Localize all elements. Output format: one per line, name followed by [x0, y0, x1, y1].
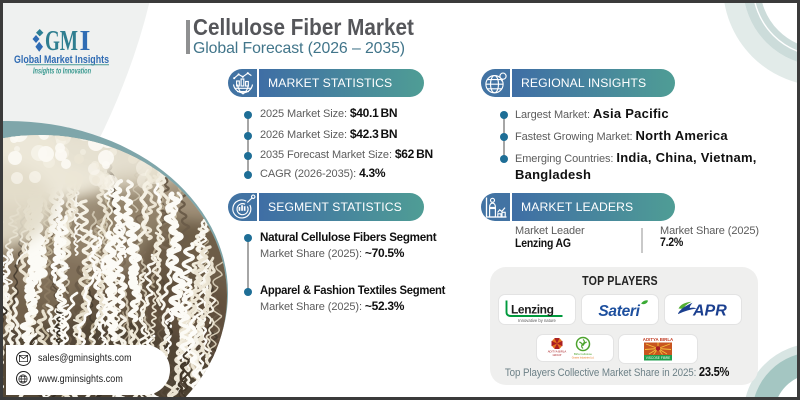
svg-text:Global Market Insights: Global Market Insights [14, 54, 109, 66]
svg-text:VISCOSE FIBRE: VISCOSE FIBRE [646, 356, 670, 360]
svg-text:Grasim Industries Ltd.: Grasim Industries Ltd. [572, 356, 595, 359]
svg-text:Innovative by nature: Innovative by nature [518, 318, 556, 323]
svg-text:Insights to Innovation: Insights to Innovation [33, 67, 91, 76]
svg-text:Sateri: Sateri [598, 303, 640, 320]
svg-text:ADITYA BIRLA: ADITYA BIRLA [643, 337, 674, 342]
svg-text:APR: APR [692, 303, 727, 320]
svg-text:GROUP: GROUP [553, 354, 562, 357]
svg-text:Lenzing: Lenzing [511, 303, 554, 317]
svg-text:I: I [80, 26, 91, 57]
svg-text:GM: GM [45, 26, 78, 57]
svg-text:Birla Cellulose: Birla Cellulose [574, 352, 592, 356]
svg-text:ADITYA BIRLA: ADITYA BIRLA [548, 350, 567, 354]
